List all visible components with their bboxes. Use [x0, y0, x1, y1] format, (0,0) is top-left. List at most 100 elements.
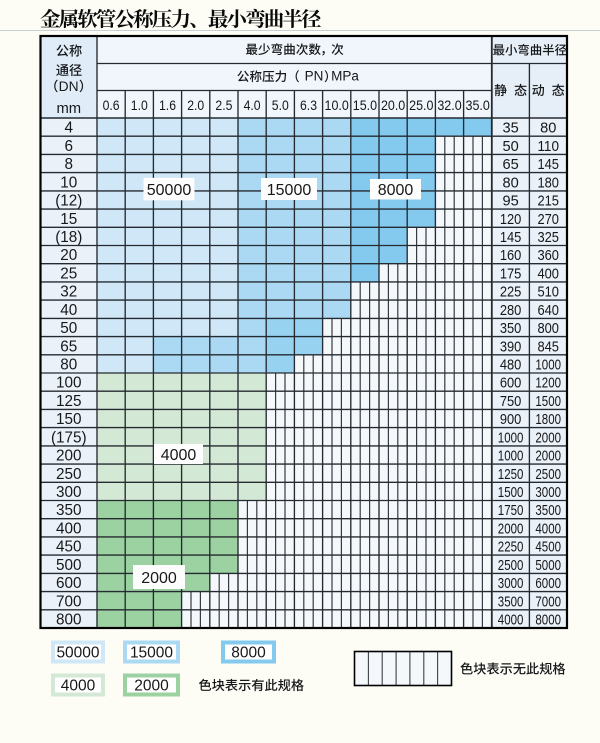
- svg-text:7000: 7000: [535, 594, 561, 610]
- svg-text:2000: 2000: [498, 521, 524, 537]
- svg-text:32.0: 32.0: [437, 98, 462, 113]
- svg-text:350: 350: [500, 321, 522, 337]
- svg-text:3500: 3500: [498, 594, 524, 610]
- svg-text:8000: 8000: [378, 182, 414, 199]
- svg-text:8: 8: [65, 156, 74, 173]
- svg-text:15: 15: [60, 211, 77, 228]
- svg-text:2000: 2000: [134, 678, 169, 695]
- svg-text:390: 390: [500, 339, 522, 355]
- svg-text:4500: 4500: [535, 540, 561, 556]
- svg-text:2500: 2500: [498, 558, 524, 574]
- svg-text:600: 600: [56, 575, 82, 592]
- svg-text:0.6: 0.6: [103, 98, 120, 113]
- svg-text:120: 120: [500, 212, 522, 228]
- svg-text:2250: 2250: [498, 540, 524, 556]
- svg-text:32: 32: [60, 284, 77, 301]
- svg-text:DN: DN: [59, 79, 79, 94]
- svg-text:2500: 2500: [535, 467, 561, 483]
- svg-text:5000: 5000: [535, 558, 561, 574]
- svg-text:360: 360: [537, 248, 559, 264]
- svg-text:25: 25: [60, 265, 77, 282]
- svg-text:1800: 1800: [535, 412, 561, 428]
- svg-text:6: 6: [65, 138, 74, 155]
- svg-text:6000: 6000: [535, 576, 561, 592]
- svg-text:800: 800: [56, 612, 82, 629]
- svg-text:1000: 1000: [498, 449, 524, 465]
- svg-text:15.0: 15.0: [353, 98, 378, 113]
- svg-text:640: 640: [537, 303, 559, 319]
- svg-text:40: 40: [60, 302, 77, 319]
- svg-text:100: 100: [56, 375, 82, 392]
- svg-text:5.0: 5.0: [272, 98, 289, 113]
- svg-text:4000: 4000: [498, 613, 524, 629]
- svg-text:4000: 4000: [535, 521, 561, 537]
- svg-text:2000: 2000: [535, 430, 561, 446]
- svg-text:80: 80: [60, 357, 77, 374]
- svg-text:350: 350: [56, 502, 82, 519]
- svg-text:845: 845: [537, 339, 559, 355]
- svg-text:35: 35: [502, 121, 518, 137]
- svg-text:65: 65: [60, 338, 77, 355]
- svg-text:2.0: 2.0: [187, 98, 204, 113]
- svg-text:175: 175: [500, 266, 522, 282]
- svg-text:4.0: 4.0: [244, 98, 261, 113]
- svg-text:510: 510: [537, 285, 559, 301]
- svg-text:270: 270: [537, 212, 559, 228]
- svg-text:50000: 50000: [147, 182, 192, 199]
- svg-text:480: 480: [500, 358, 522, 374]
- svg-text:MPa: MPa: [331, 69, 359, 84]
- svg-text:1.6: 1.6: [159, 98, 176, 113]
- svg-text:800: 800: [537, 321, 559, 337]
- svg-text:(175): (175): [51, 429, 87, 446]
- svg-text:600: 600: [500, 376, 522, 392]
- svg-text:160: 160: [500, 248, 522, 264]
- svg-text:1500: 1500: [498, 485, 524, 501]
- svg-text:280: 280: [500, 303, 522, 319]
- svg-text:325: 325: [537, 230, 559, 246]
- svg-text:15000: 15000: [267, 182, 312, 199]
- svg-text:4: 4: [65, 120, 74, 137]
- svg-text:65: 65: [502, 157, 518, 173]
- svg-text:95: 95: [502, 194, 518, 210]
- svg-text:400: 400: [537, 266, 559, 282]
- svg-text:3000: 3000: [498, 576, 524, 592]
- svg-text:1200: 1200: [535, 376, 561, 392]
- svg-text:110: 110: [537, 139, 559, 155]
- svg-text:(18): (18): [55, 229, 82, 246]
- svg-text:215: 215: [537, 194, 559, 210]
- svg-text:1.0: 1.0: [131, 98, 148, 113]
- svg-text:1500: 1500: [535, 394, 561, 410]
- svg-text:225: 225: [500, 285, 522, 301]
- svg-text:1250: 1250: [498, 467, 524, 483]
- svg-text:200: 200: [56, 448, 82, 465]
- svg-text:50000: 50000: [56, 645, 99, 662]
- svg-text:300: 300: [56, 484, 82, 501]
- svg-text:4000: 4000: [161, 447, 197, 464]
- svg-text:20.0: 20.0: [381, 98, 406, 113]
- svg-text:145: 145: [500, 230, 522, 246]
- svg-text:8000: 8000: [231, 645, 266, 662]
- svg-text:700: 700: [56, 593, 82, 610]
- svg-text:mm: mm: [56, 101, 81, 117]
- svg-text:2.5: 2.5: [215, 98, 232, 113]
- svg-text:80: 80: [540, 121, 556, 137]
- svg-text:250: 250: [56, 466, 82, 483]
- svg-text:450: 450: [56, 539, 82, 556]
- svg-text:50: 50: [60, 320, 77, 337]
- svg-text:2000: 2000: [535, 449, 561, 465]
- svg-text:125: 125: [56, 393, 82, 410]
- svg-text:6.3: 6.3: [300, 98, 317, 113]
- svg-text:80: 80: [502, 175, 518, 191]
- svg-text:PN: PN: [305, 69, 324, 84]
- svg-text:20: 20: [60, 247, 77, 264]
- svg-text:180: 180: [537, 175, 559, 191]
- svg-text:1000: 1000: [498, 430, 524, 446]
- svg-text:50: 50: [502, 139, 518, 155]
- svg-text:25.0: 25.0: [409, 98, 434, 113]
- svg-text:900: 900: [500, 412, 522, 428]
- svg-text:(12): (12): [55, 193, 82, 210]
- svg-text:10.0: 10.0: [325, 98, 350, 113]
- svg-text:150: 150: [56, 411, 82, 428]
- svg-text:3000: 3000: [535, 485, 561, 501]
- svg-text:10: 10: [60, 174, 77, 191]
